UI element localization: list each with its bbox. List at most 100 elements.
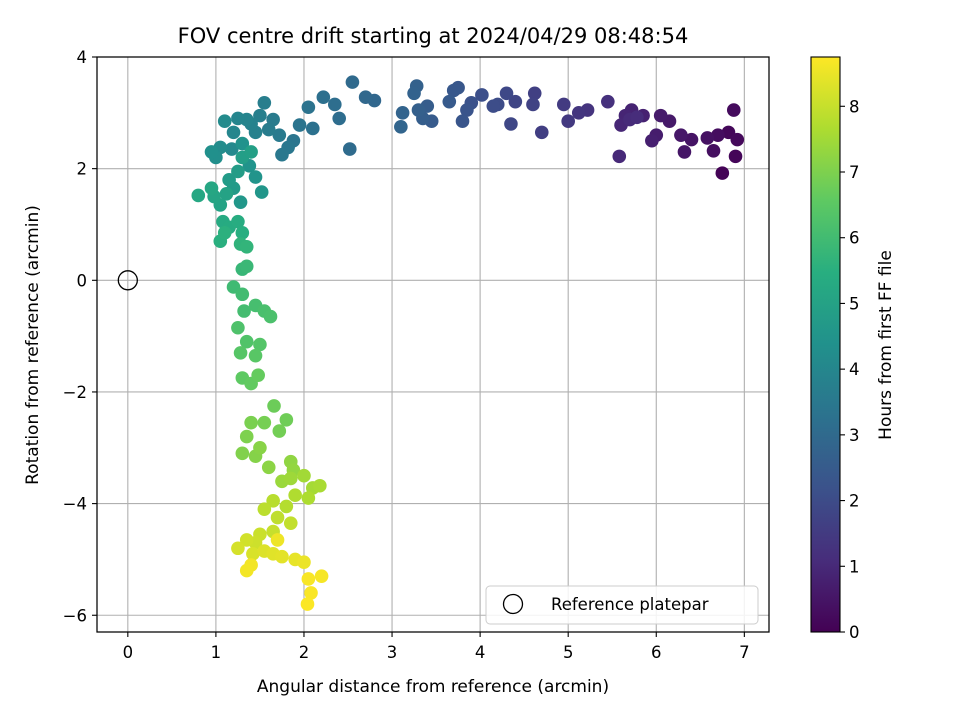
colorbar-ticks: 0 1 2 3 4 5 6 7 8 <box>840 97 860 642</box>
scatter-point <box>486 99 501 113</box>
scatter-point <box>706 143 721 158</box>
scatter-point <box>235 226 250 240</box>
scatter-point <box>233 346 248 360</box>
scatter-point <box>204 145 219 159</box>
scatter-point <box>288 488 302 503</box>
scatter-point <box>297 468 311 483</box>
scatter-point <box>270 533 285 547</box>
grid <box>97 56 769 632</box>
scatter-point <box>730 132 745 147</box>
colorbar-tick-label: 5 <box>849 294 860 313</box>
scatter-point <box>263 309 278 324</box>
colorbar-tick-label: 2 <box>849 492 860 511</box>
scatter-point <box>239 533 254 547</box>
scatter-point <box>222 173 236 187</box>
reference-layer <box>117 270 138 291</box>
scatter-point <box>244 415 258 430</box>
scatter-point <box>612 149 627 164</box>
colorbar-label: Hours from first FF file <box>876 250 896 440</box>
scatter-point <box>475 88 489 102</box>
scatter-point <box>304 586 318 600</box>
scatter-point <box>257 502 272 516</box>
scatter-point <box>239 259 254 274</box>
scatter-point <box>411 103 426 117</box>
scatter-point <box>239 563 254 578</box>
legend-label: Reference platepar <box>551 595 709 614</box>
scatter-point <box>314 569 329 583</box>
scatter-point <box>460 103 474 117</box>
scatter-point <box>235 446 250 461</box>
scatter-point <box>237 304 251 318</box>
scatter-point <box>239 334 254 349</box>
colorbar-tick-label: 3 <box>849 426 860 445</box>
scatter-point <box>446 83 461 98</box>
scatter-point <box>266 494 280 508</box>
scatter-point <box>395 106 410 120</box>
scatter-point <box>244 145 258 159</box>
scatter-point <box>272 128 287 142</box>
scatter-point <box>279 413 294 427</box>
scatter-point <box>300 597 315 611</box>
colorbar-tick-label: 7 <box>849 163 860 182</box>
scatter-points <box>191 75 745 611</box>
y-axis-label: Rotation from reference (arcmin) <box>23 205 43 485</box>
scatter-point <box>226 125 241 140</box>
scatter-point <box>257 95 272 110</box>
scatter-point <box>239 429 254 444</box>
scatter-point <box>231 111 245 126</box>
scatter-point <box>345 75 360 89</box>
scatter-point <box>272 424 287 438</box>
scatter-point <box>217 114 232 128</box>
colorbar-frame <box>810 56 841 633</box>
scatter-point <box>342 142 357 156</box>
y-tick-label: 2 <box>77 160 88 179</box>
scatter-point <box>297 555 311 570</box>
colorbar-tick-label: 1 <box>849 557 860 576</box>
scatter-point <box>235 136 250 151</box>
x-axis-ticks: 0 1 2 3 4 5 6 7 <box>123 632 750 662</box>
scatter-point <box>556 97 571 112</box>
scatter-point <box>527 86 542 101</box>
scatter-point <box>715 166 730 180</box>
x-tick-label: 3 <box>387 643 398 662</box>
scatter-point <box>726 103 741 117</box>
scatter-point <box>283 471 298 486</box>
y-tick-label: 0 <box>77 271 88 290</box>
scatter-point <box>728 149 743 164</box>
scatter-point <box>305 121 320 136</box>
scatter-point <box>275 147 289 162</box>
scatter-point <box>253 108 267 123</box>
scatter-point <box>253 440 267 455</box>
scatter-point <box>407 86 421 101</box>
scatter-point <box>231 164 245 179</box>
scatter-point <box>504 117 518 131</box>
colorbar-tick-label: 4 <box>849 360 860 379</box>
scatter-point <box>301 572 316 586</box>
scatter-point <box>217 226 232 240</box>
colorbar-gradient <box>811 57 840 632</box>
colorbar-tick-label: 0 <box>849 623 860 642</box>
y-tick-label: −6 <box>63 606 87 625</box>
scatter-point <box>248 348 263 363</box>
scatter-point <box>233 195 248 209</box>
scatter-point <box>270 510 285 525</box>
scatter-point <box>534 125 549 140</box>
scatter-point <box>394 119 408 134</box>
scatter-point <box>231 541 245 556</box>
y-tick-label: −2 <box>63 383 87 402</box>
legend: Reference platepar <box>485 585 759 625</box>
scatter-point <box>261 460 276 475</box>
scatter-point <box>332 111 347 126</box>
legend-box <box>485 585 759 625</box>
x-tick-label: 5 <box>563 643 574 662</box>
scatter-point <box>267 399 281 413</box>
x-tick-label: 2 <box>299 643 310 662</box>
scatter-point <box>601 94 615 109</box>
scatter-point <box>301 100 316 115</box>
scatter-point <box>677 145 692 159</box>
y-axis-ticks: −6 −4 −2 0 2 4 <box>63 48 97 625</box>
scatter-point <box>219 186 234 201</box>
scatter-point <box>283 516 298 530</box>
